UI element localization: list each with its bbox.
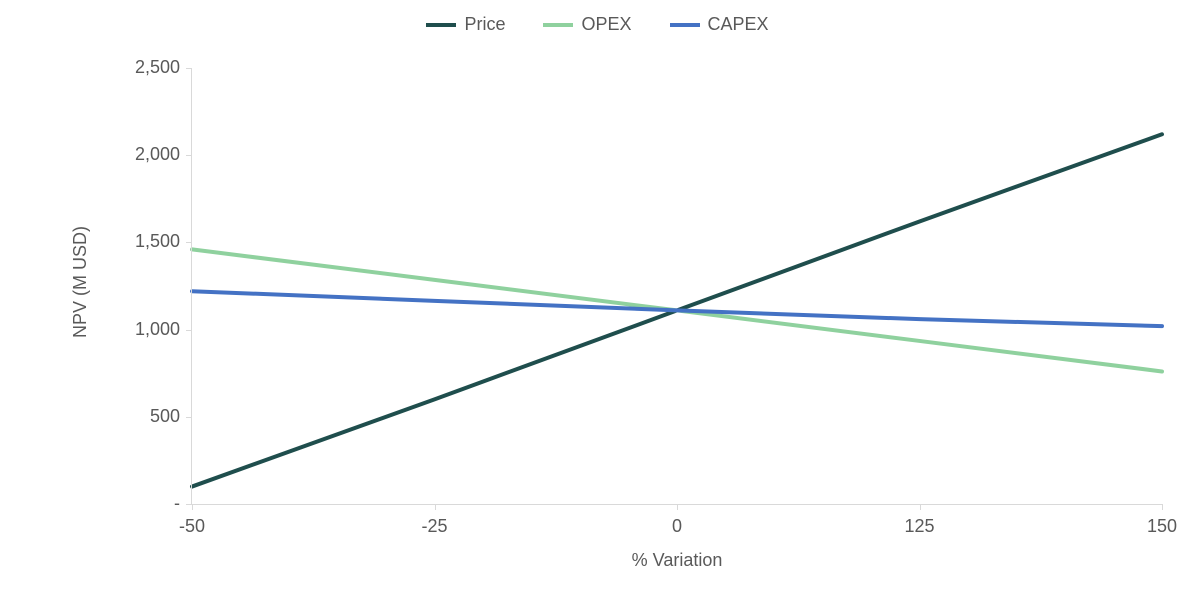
x-tick	[192, 504, 193, 510]
y-tick	[186, 330, 192, 331]
y-tick	[186, 155, 192, 156]
y-tick	[186, 68, 192, 69]
x-tick	[920, 504, 921, 510]
legend-label: Price	[464, 14, 505, 35]
x-tick	[1162, 504, 1163, 510]
x-tick-label: 150	[1147, 516, 1177, 537]
y-tick	[186, 242, 192, 243]
y-tick-label: 500	[150, 406, 180, 427]
legend-item-opex: OPEX	[543, 14, 631, 35]
series-line-capex	[192, 291, 1162, 326]
legend-swatch	[543, 23, 573, 27]
y-axis-title: NPV (M USD)	[70, 226, 91, 338]
y-tick-label: -	[174, 493, 180, 514]
y-tick-label: 1,500	[135, 231, 180, 252]
legend-label: OPEX	[581, 14, 631, 35]
y-tick	[186, 417, 192, 418]
chart-lines-svg	[192, 68, 1162, 504]
x-tick-label: -25	[421, 516, 447, 537]
y-tick-label: 2,500	[135, 57, 180, 78]
y-tick-label: 2,000	[135, 144, 180, 165]
legend-item-capex: CAPEX	[670, 14, 769, 35]
plot-area	[192, 68, 1162, 504]
legend-label: CAPEX	[708, 14, 769, 35]
x-tick-label: 125	[904, 516, 934, 537]
x-tick-label: -50	[179, 516, 205, 537]
y-axis-line	[191, 68, 192, 504]
legend-swatch	[426, 23, 456, 27]
chart-legend: Price OPEX CAPEX	[0, 14, 1195, 35]
legend-item-price: Price	[426, 14, 505, 35]
x-axis-title: % Variation	[632, 550, 723, 571]
legend-swatch	[670, 23, 700, 27]
x-tick-label: 0	[672, 516, 682, 537]
y-tick-label: 1,000	[135, 319, 180, 340]
x-tick	[435, 504, 436, 510]
sensitivity-chart: Price OPEX CAPEX NPV (M USD) % Variation…	[0, 0, 1195, 604]
x-tick	[677, 504, 678, 510]
